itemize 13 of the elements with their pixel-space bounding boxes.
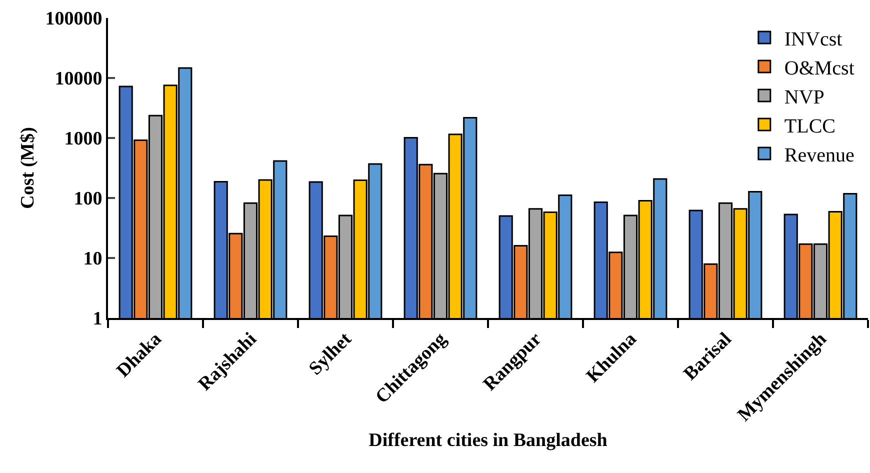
legend-label: NVP [784, 86, 824, 108]
y-tick-label: 100 [74, 188, 102, 210]
legend-label: O&Mcst [784, 57, 855, 80]
legend-label: INVcst [784, 28, 843, 50]
y-tick-label: 1000 [64, 128, 102, 150]
y-axis-title: Cost (M$) [18, 127, 39, 209]
y-tick-label: 1 [92, 308, 102, 330]
legend-label: TLCC [784, 115, 836, 138]
x-axis-title: Different cities in Bangladesh [368, 430, 608, 451]
legend-label: Revenue [784, 144, 854, 166]
y-tick-label: 10 [83, 248, 102, 270]
y-tick-label: 100000 [45, 8, 102, 30]
y-tick-label: 10000 [54, 68, 102, 90]
